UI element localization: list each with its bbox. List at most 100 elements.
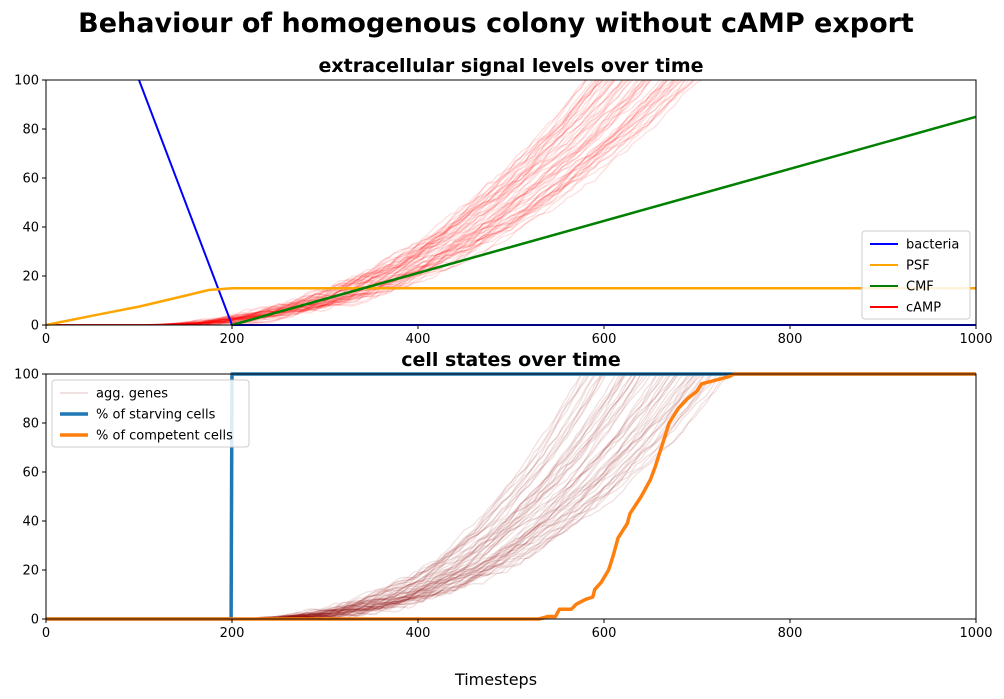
agg-trace-line — [46, 374, 976, 619]
agg-trace-line — [46, 374, 976, 619]
agg-trace-line — [46, 374, 976, 619]
agg-trace-line — [46, 374, 976, 619]
signal-ytick-label: 40 — [22, 221, 39, 236]
agg-trace-line — [46, 374, 976, 619]
camp-trace-line — [46, 80, 597, 325]
cells-xtick-label: 800 — [778, 626, 803, 641]
agg-trace-line — [46, 374, 976, 619]
cells-ytick-label: 60 — [22, 466, 39, 481]
cells-legend-label: agg. genes — [96, 387, 168, 402]
camp-trace-line — [46, 80, 601, 325]
camp-trace-line — [46, 80, 695, 325]
camp-trace-line — [46, 80, 683, 325]
agg-trace-line — [46, 374, 976, 619]
agg-trace-line — [46, 374, 976, 619]
agg-trace-line — [46, 374, 976, 619]
cells-xtick-label: 200 — [220, 626, 245, 641]
camp-trace-line — [46, 80, 641, 325]
agg-trace-line — [46, 374, 976, 619]
agg-trace-line — [46, 374, 976, 619]
agg-trace-line — [46, 374, 976, 619]
signal-legend-label: PSF — [906, 259, 930, 274]
cells-ytick-label: 0 — [31, 613, 39, 628]
signal-levels-chart: extracellular signal levels over time 0 2… — [14, 55, 992, 347]
signal-xtick-label: 1000 — [959, 332, 992, 347]
signal-legend-box — [861, 230, 971, 320]
signal-legend-label: cAMP — [906, 301, 941, 316]
camp-trace-line — [46, 80, 617, 325]
agg-trace-line — [46, 374, 976, 619]
camp-trace-line — [46, 80, 696, 325]
agg-trace-line — [46, 374, 976, 619]
agg-trace-line — [46, 374, 976, 619]
agg-trace-line — [46, 374, 976, 619]
agg-trace-line — [46, 374, 976, 619]
signal-xtick-label: 200 — [220, 332, 245, 347]
agg-trace-line — [46, 374, 976, 619]
agg-trace-line — [46, 374, 976, 619]
camp-trace-line — [46, 80, 605, 325]
agg-trace-line — [46, 374, 976, 619]
cell-states-axis-ticks: 0 200 400 600 800 1000 0 20 40 60 80 100 — [14, 368, 992, 642]
signal-legend-label: bacteria — [906, 238, 959, 253]
agg-trace-line — [46, 374, 976, 619]
agg-trace-line — [46, 374, 976, 619]
agg-trace-line — [46, 374, 976, 619]
agg-trace-line — [46, 374, 976, 619]
agg-trace-line — [46, 374, 976, 619]
agg-trace-line — [46, 374, 976, 619]
cells-ytick-label: 100 — [14, 368, 39, 383]
signal-axis-ticks: 0 200 400 600 800 1000 0 20 40 60 80 100 — [14, 74, 992, 348]
camp-trace-line — [46, 80, 587, 325]
signal-plot-area — [46, 80, 976, 325]
agg-trace-line — [46, 374, 976, 619]
agg-trace-line — [46, 374, 976, 619]
cells-xtick-label: 0 — [42, 626, 50, 641]
agg-trace-line — [46, 374, 976, 619]
cells-xtick-label: 600 — [592, 626, 617, 641]
camp-trace-line — [46, 80, 601, 325]
agg-trace-line — [46, 374, 976, 619]
camp-trace-line — [46, 80, 616, 325]
agg-trace-line — [46, 374, 976, 619]
signal-series-cmf — [231, 115, 977, 327]
agg-trace-line — [46, 374, 976, 619]
agg-trace-line — [46, 374, 976, 619]
agg-trace-line — [46, 374, 976, 619]
agg-trace-line — [46, 374, 976, 619]
signal-legend: bacteria PSF CMF cAMP — [861, 230, 971, 320]
agg-trace-line — [46, 374, 976, 619]
camp-trace-line — [46, 80, 594, 325]
agg-trace-line — [46, 374, 976, 619]
cells-xtick-label: 400 — [406, 626, 431, 641]
agg-trace-line — [46, 374, 976, 619]
agg-gene-traces — [46, 374, 976, 619]
agg-trace-line — [46, 374, 976, 619]
agg-trace-line — [46, 374, 976, 619]
agg-trace-line — [46, 374, 976, 619]
camp-trace-line — [46, 80, 587, 325]
signal-ytick-label: 100 — [14, 74, 39, 89]
agg-trace-line — [46, 374, 976, 619]
agg-trace-line — [46, 374, 976, 619]
agg-trace-line — [46, 374, 976, 619]
cells-ytick-label: 40 — [22, 515, 39, 530]
agg-trace-line — [46, 374, 976, 619]
camp-trace-line — [46, 80, 598, 325]
signal-ytick-label: 0 — [31, 319, 39, 334]
signal-ytick-label: 60 — [22, 172, 39, 187]
figure-suptitle: Behaviour of homogenous colony without c… — [78, 8, 914, 39]
signal-ytick-label: 20 — [22, 270, 39, 285]
camp-trace-line — [46, 80, 629, 325]
agg-trace-line — [46, 374, 976, 619]
x-axis-label: Timesteps — [454, 670, 537, 689]
agg-trace-line — [46, 374, 976, 619]
signal-legend-label: CMF — [906, 280, 934, 295]
agg-trace-line — [46, 374, 976, 619]
agg-trace-line — [46, 374, 976, 619]
signal-ytick-label: 80 — [22, 123, 39, 138]
agg-trace-line — [46, 374, 976, 619]
camp-trace-line — [46, 80, 687, 325]
camp-trace-line — [46, 80, 645, 325]
